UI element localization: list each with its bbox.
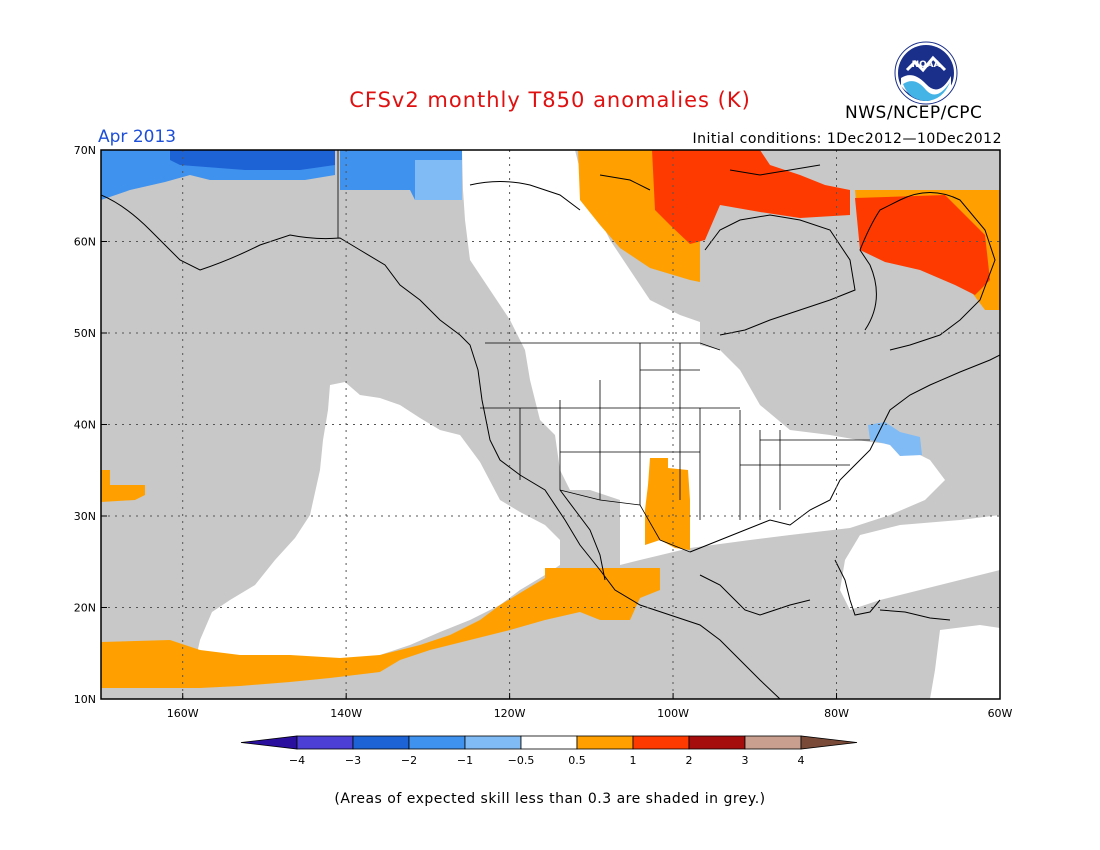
colorbar-swatch <box>352 735 410 750</box>
colorbar-label: −0.5 <box>508 754 535 767</box>
lat-tick-label: 30N <box>74 510 96 523</box>
colorbar-swatch <box>464 735 522 750</box>
coastlines <box>101 164 1000 699</box>
white-region-pacific <box>190 382 560 685</box>
lat-tick-label: 50N <box>74 327 96 340</box>
white-region-conus <box>462 150 945 565</box>
colorbar-swatch <box>744 735 802 750</box>
colorbar-swatch <box>688 735 746 750</box>
colorbar-label: 1 <box>630 754 637 767</box>
colorbar-label: −2 <box>401 754 417 767</box>
lon-tick-label: 80W <box>824 707 849 720</box>
colorbar-swatch <box>520 735 578 750</box>
colorbar-swatch <box>800 735 858 750</box>
colorbar-swatch <box>408 735 466 750</box>
colorbar-label: 2 <box>686 754 693 767</box>
lat-tick-label: 10N <box>74 693 96 706</box>
lat-tick-label: 70N <box>74 144 96 157</box>
warm-anomaly-labrador-red <box>855 195 990 295</box>
initial-conditions: Initial conditions: 1Dec2012—10Dec2012 <box>692 131 1002 147</box>
lon-tick-group: 160W 140W 120W 100W 80W 60W <box>167 693 1013 720</box>
chart-title: CFSv2 monthly T850 anomalies (K) <box>349 88 751 112</box>
colorbar: −4 −3 −2 −1 −0.5 0.5 1 2 3 4 <box>240 735 858 767</box>
colorbar-swatch <box>632 735 690 750</box>
lat-tick-label: 60N <box>74 236 96 249</box>
lon-tick-label: 100W <box>657 707 689 720</box>
logo-text: NOAA <box>912 60 941 70</box>
colorbar-label: −3 <box>345 754 361 767</box>
warm-anomaly-hudson-red <box>652 150 850 244</box>
colorbar-label: −1 <box>457 754 473 767</box>
colorbar-swatch <box>576 735 634 750</box>
warm-anomaly-hawaii-west <box>101 470 145 502</box>
white-region-caribbean <box>930 625 1000 699</box>
colorbar-label: 3 <box>742 754 749 767</box>
cold-anomaly-beaufort-light <box>415 160 462 200</box>
warm-anomaly-texas <box>645 458 690 550</box>
lat-tick-label: 40N <box>74 419 96 432</box>
cold-anomaly-deep <box>170 150 335 170</box>
colorbar-label: 0.5 <box>568 754 586 767</box>
lon-tick-label: 160W <box>167 707 199 720</box>
political-boundaries <box>337 150 870 553</box>
lat-tick-group: 10N 20N 30N 40N 50N 60N 70N <box>74 144 107 706</box>
valid-month: Apr 2013 <box>98 127 177 147</box>
lon-tick-label: 60W <box>988 707 1013 720</box>
cold-anomaly-atlantic <box>868 422 922 456</box>
skill-footnote: (Areas of expected skill less than 0.3 a… <box>334 791 766 807</box>
graticule <box>101 150 1000 699</box>
lon-tick-label: 120W <box>494 707 526 720</box>
map-area <box>101 150 1000 699</box>
lon-tick-label: 140W <box>330 707 362 720</box>
warm-anomaly-mexico <box>101 568 660 688</box>
lat-tick-label: 20N <box>74 602 96 615</box>
white-region-gulf <box>840 515 1000 610</box>
colorbar-swatch <box>296 735 354 750</box>
noaa-logo: NOAA <box>894 41 958 105</box>
colorbar-label: 4 <box>798 754 805 767</box>
colorbar-label: −4 <box>289 754 305 767</box>
colorbar-swatch <box>240 735 298 750</box>
agency-label: NWS/NCEP/CPC <box>845 103 983 123</box>
